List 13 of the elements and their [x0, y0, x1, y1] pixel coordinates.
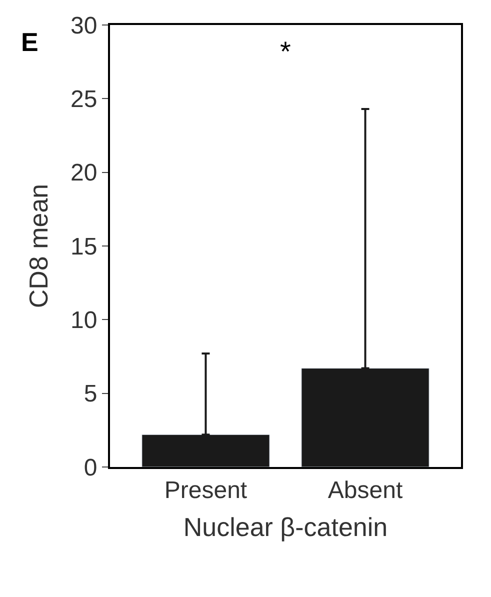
annotation: * [280, 36, 291, 67]
text: E [21, 27, 38, 57]
y-tick-label: 25 [70, 86, 98, 114]
y-axis-title: CD8 mean [23, 184, 54, 308]
y-tick-label: 20 [70, 160, 98, 187]
y-tick-label: 0 [84, 454, 98, 482]
x-tick-label: Absent [328, 476, 403, 504]
y-tick-label: 5 [84, 380, 98, 408]
y-tick-label: 30 [70, 12, 98, 40]
x-tick-label: Present [164, 476, 248, 504]
y-tick-label: 10 [70, 307, 98, 334]
y-tick-label: 15 [70, 233, 98, 260]
x-axis-title: Nuclear β-catenin [183, 512, 388, 542]
